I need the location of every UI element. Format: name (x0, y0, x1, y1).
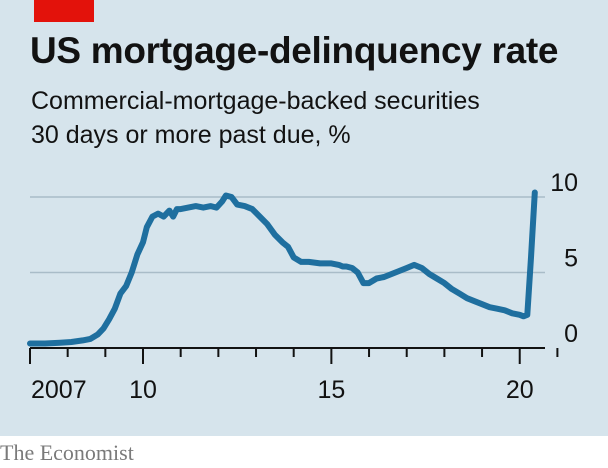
subtitle-line-2: 30 days or more past due, % (31, 121, 351, 149)
y-tick-label-10: 10 (550, 169, 578, 197)
x-tick-label-2007: 2007 (31, 376, 87, 404)
x-tick-label-20: 20 (506, 376, 534, 404)
x-tick-label-15: 15 (317, 376, 345, 404)
line-chart: 0 5 10 2007 10 15 20 (27, 169, 578, 404)
y-tick-label-5: 5 (564, 245, 578, 273)
series-line-delinquency-rate (27, 189, 538, 347)
chart-title: US mortgage-delinquency rate (30, 30, 559, 71)
x-tick-label-10: 10 (129, 376, 157, 404)
brand-tag (34, 0, 94, 22)
subtitle-line-1: Commercial-mortgage-backed securities (31, 87, 480, 115)
source-credit: The Economist (0, 440, 134, 465)
chart-subtitle: Commercial-mortgage-backed securities 30… (31, 84, 591, 152)
chart-panel (0, 0, 608, 436)
y-tick-label-0: 0 (564, 320, 578, 348)
